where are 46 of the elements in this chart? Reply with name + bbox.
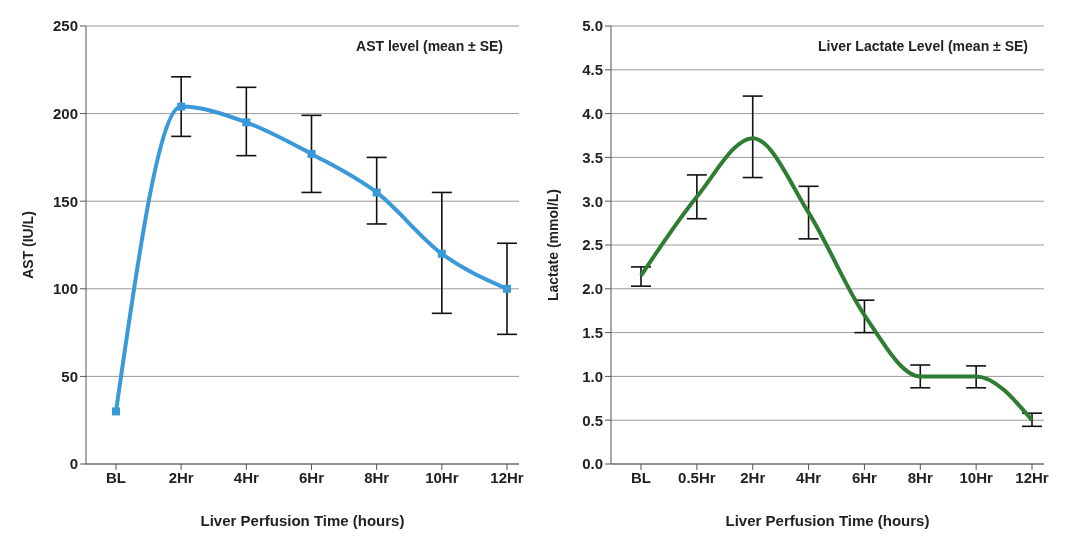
point: [372, 188, 381, 197]
y-tick-label: 50: [61, 367, 78, 385]
x-tick-label: 2Hr: [740, 468, 766, 486]
y-tick-label: 1.5: [582, 323, 603, 341]
x-tick-label: 8Hr: [907, 468, 933, 486]
x-tick-label: BL: [631, 468, 651, 486]
point: [242, 118, 251, 127]
x-tick-label: 2Hr: [168, 468, 194, 486]
y-tick-label: 200: [52, 104, 78, 122]
y-tick-label: 1.0: [582, 367, 603, 385]
line-series: [639, 136, 1034, 423]
x-tick-label: 8Hr: [364, 468, 390, 486]
y-tick-label: 2.5: [582, 236, 603, 254]
y-tick-label: 4.5: [582, 61, 603, 79]
point: [503, 284, 511, 293]
y-axis-title: Lactate (mmol/L): [544, 188, 561, 302]
y-tick-label: 0.0: [582, 455, 603, 473]
y-tick-label: 150: [52, 192, 78, 210]
y-tick-label: 3.0: [582, 192, 603, 210]
y-axis-title: AST (IU/L): [19, 211, 36, 279]
y-tick-label: 5.0: [582, 17, 603, 35]
y-tick-label: 2.0: [582, 280, 603, 298]
y-tick-label: 100: [52, 280, 78, 298]
x-tick-label: BL: [106, 468, 126, 486]
y-tick-label: 250: [52, 17, 78, 35]
y-tick-label: 4.0: [582, 104, 603, 122]
x-axis-title: Liver Perfusion Time (hours): [200, 512, 405, 529]
point: [307, 149, 316, 158]
x-axis-title: Liver Perfusion Time (hours): [725, 512, 930, 529]
x-tick-label: 12Hr: [1015, 468, 1049, 486]
point: [437, 249, 446, 258]
text: AST level (mean ± SE): [356, 38, 503, 54]
x-tick-label: 4Hr: [796, 468, 822, 486]
text: Liver Lactate Level (mean ± SE): [818, 38, 1028, 54]
y-tick-label: 3.5: [582, 148, 603, 166]
y-tick-label: 0: [69, 455, 78, 473]
point: [177, 102, 186, 111]
point: [112, 407, 120, 416]
x-tick-label: 10Hr: [425, 468, 459, 486]
y-tick-label: 0.5: [582, 411, 603, 429]
x-tick-label: 4Hr: [233, 468, 259, 486]
x-tick-label: 12Hr: [490, 468, 524, 486]
x-tick-label: 10Hr: [959, 468, 993, 486]
x-tick-label: 0.5Hr: [678, 468, 716, 486]
x-tick-label: 6Hr: [851, 468, 878, 486]
x-tick-label: 6Hr: [298, 468, 325, 486]
